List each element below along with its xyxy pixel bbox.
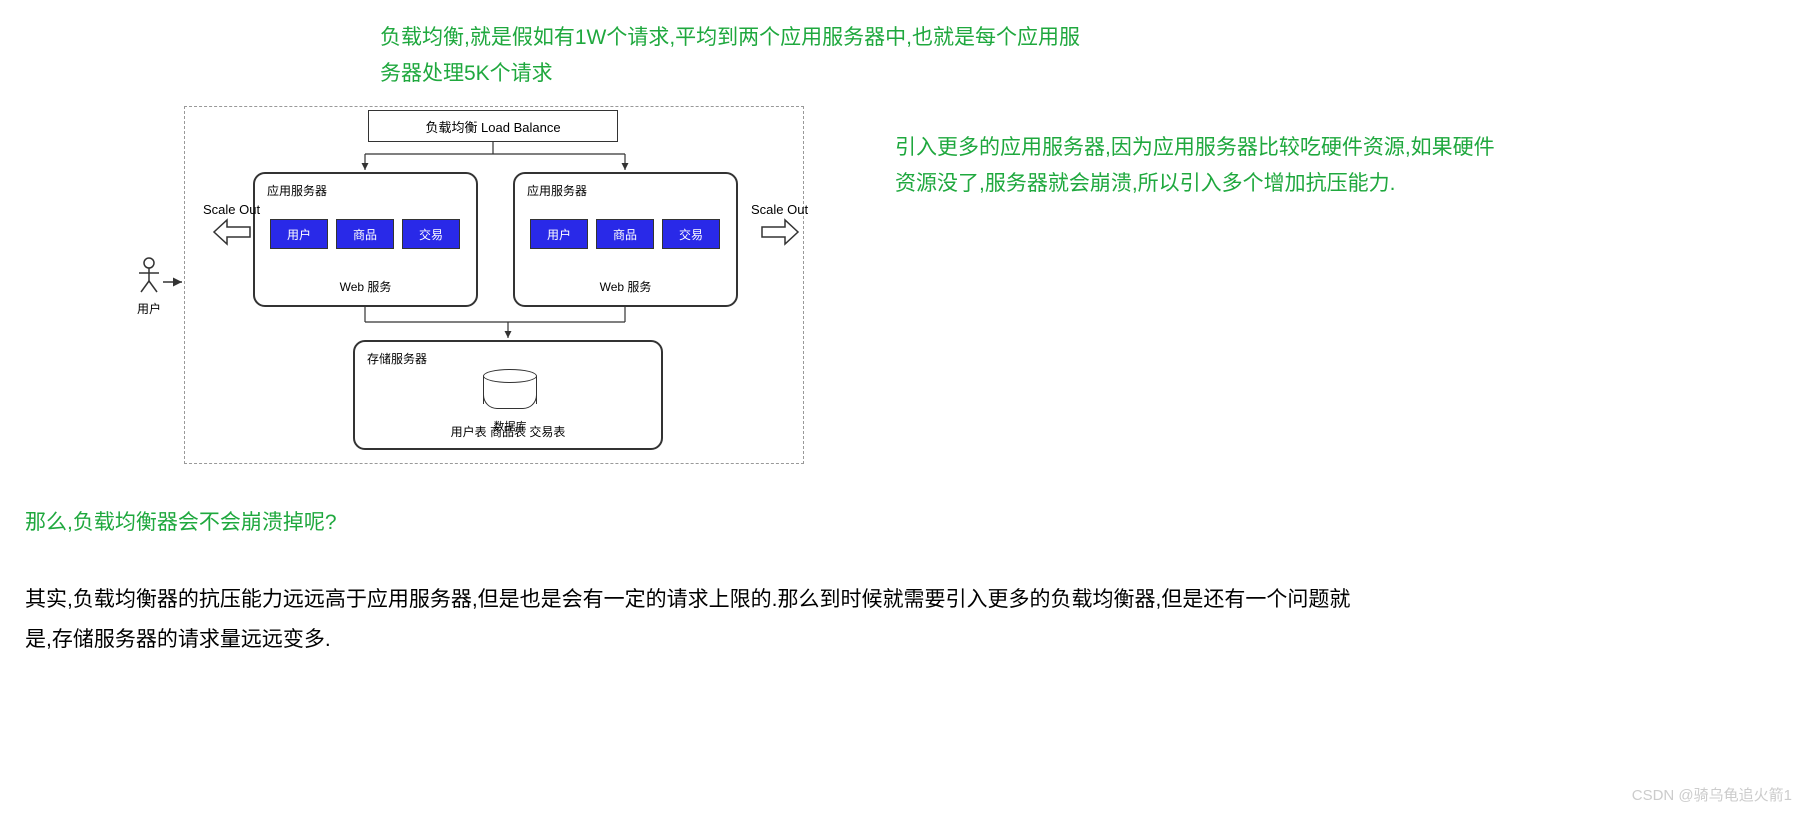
question-text: 那么,负载均衡器会不会崩溃掉呢? [25, 505, 337, 541]
scale-out-label: Scale Out [751, 202, 808, 217]
module-user: 用户 [270, 219, 328, 249]
watermark: CSDN @骑乌龟追火箭1 [1632, 784, 1792, 805]
db-label: 数据库 [483, 418, 537, 434]
storage-server: 存储服务器 数据库 用户表 商品表 交易表 [353, 340, 663, 450]
user-icon [136, 257, 162, 293]
module-trade: 交易 [662, 219, 720, 249]
module-product: 商品 [336, 219, 394, 249]
side-note: 引入更多的应用服务器,因为应用服务器比较吃硬件资源,如果硬件资源没了,服务器就会… [895, 130, 1515, 201]
intro-text: 负载均衡,就是假如有1W个请求,平均到两个应用服务器中,也就是每个应用服务器处理… [380, 20, 1080, 91]
database-icon: 数据库 [483, 369, 537, 409]
scale-out-right: Scale Out [751, 202, 808, 250]
module-product: 商品 [596, 219, 654, 249]
scale-out-label: Scale Out [203, 202, 260, 217]
scale-out-left: Scale Out [203, 202, 260, 250]
module-trade: 交易 [402, 219, 460, 249]
storage-label: 存储服务器 [367, 350, 427, 367]
load-balancer-node: 负载均衡 Load Balance [368, 110, 618, 142]
app-server-1: 应用服务器 用户 商品 交易 Web 服务 [253, 172, 478, 307]
architecture-diagram: 负载均衡 Load Balance 应用服务器 用户 商品 交易 Web 服务 … [118, 92, 873, 472]
web-service-label: Web 服务 [515, 278, 736, 295]
app-server-label: 应用服务器 [527, 182, 587, 199]
arrow-left-icon [212, 217, 252, 247]
module-user: 用户 [530, 219, 588, 249]
user-label: 用户 [136, 300, 162, 317]
app-server-label: 应用服务器 [267, 182, 327, 199]
user-actor: 用户 [136, 257, 162, 317]
answer-text: 其实,负载均衡器的抗压能力远远高于应用服务器,但是也是会有一定的请求上限的.那么… [25, 580, 1375, 660]
web-service-label: Web 服务 [255, 278, 476, 295]
app-server-2: 应用服务器 用户 商品 交易 Web 服务 [513, 172, 738, 307]
arrow-right-icon [760, 217, 800, 247]
